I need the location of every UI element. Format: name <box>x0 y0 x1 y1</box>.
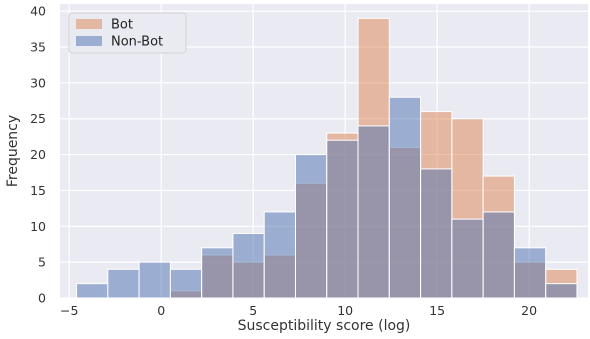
bar-non-bot <box>357 125 390 299</box>
bar-non-bot <box>107 268 140 299</box>
x-tick-label: 20 <box>521 303 537 318</box>
bar-non-bot <box>169 268 203 299</box>
bar-non-bot <box>232 232 265 299</box>
x-tick-labels: −5 0 5 10 15 20 <box>60 303 537 318</box>
legend: Bot Non-Bot <box>68 12 187 54</box>
bar-non-bot <box>294 154 328 299</box>
legend-swatch-non-bot <box>76 36 102 46</box>
x-tick-label: 15 <box>429 303 445 318</box>
y-tick-label: 40 <box>30 4 46 19</box>
y-tick-label: 15 <box>30 183 46 198</box>
y-tick-labels: 0 5 10 15 20 25 30 35 40 <box>30 4 46 306</box>
legend-swatch-bot <box>76 19 102 29</box>
bar-non-bot <box>451 218 484 299</box>
bars-layer <box>76 17 578 299</box>
y-tick-label: 25 <box>30 111 46 126</box>
bar-non-bot <box>263 211 296 299</box>
y-tick-label: 10 <box>30 219 46 234</box>
y-axis-label: Frequency <box>5 115 21 187</box>
x-tick-label: 10 <box>337 303 353 318</box>
bar-non-bot <box>420 168 453 299</box>
bar-non-bot <box>138 261 171 299</box>
x-tick-label: 0 <box>157 303 165 318</box>
bar-non-bot <box>76 283 109 299</box>
y-tick-label: 5 <box>38 255 46 270</box>
x-tick-label: 5 <box>249 303 257 318</box>
y-tick-label: 30 <box>30 75 46 90</box>
y-tick-label: 20 <box>30 147 46 162</box>
legend-label-non-bot: Non-Bot <box>111 35 163 50</box>
y-tick-label: 0 <box>38 291 46 306</box>
bar-non-bot <box>513 247 547 299</box>
bar-non-bot <box>482 211 515 299</box>
y-tick-label: 35 <box>30 40 46 55</box>
bar-non-bot <box>326 139 359 299</box>
legend-label-bot: Bot <box>111 18 133 33</box>
x-tick-label: −5 <box>60 303 78 318</box>
bar-non-bot <box>201 247 234 299</box>
bar-non-bot <box>388 96 422 299</box>
bar-non-bot <box>545 283 578 299</box>
x-axis-label: Susceptibility score (log) <box>238 318 411 334</box>
